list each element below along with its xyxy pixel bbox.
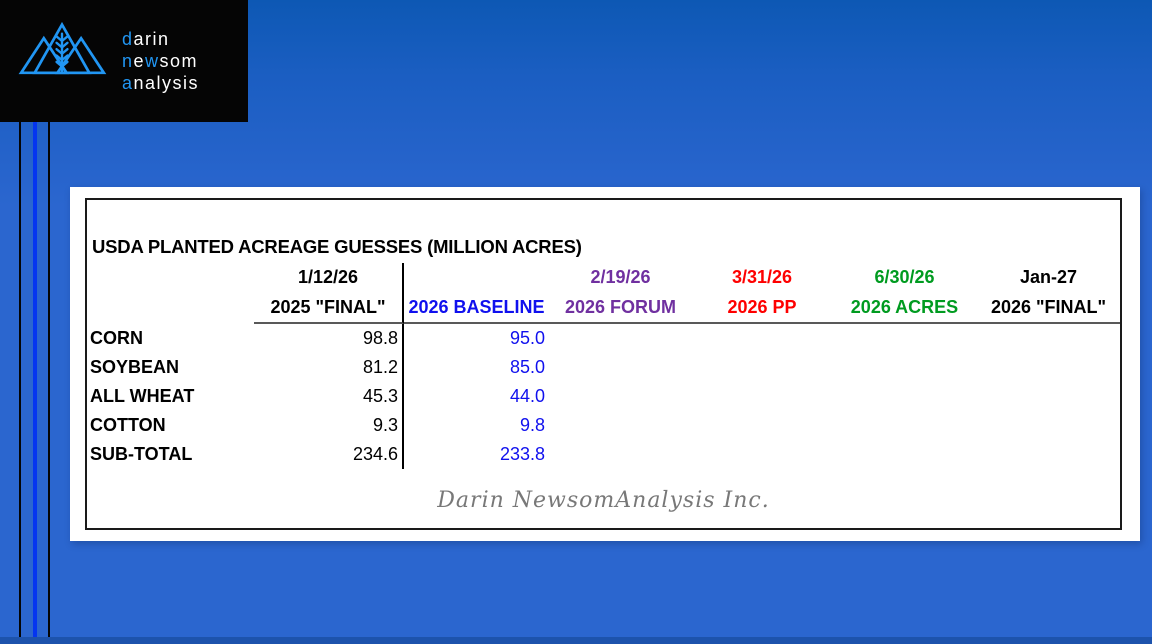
left-stripe-black-2 [48,0,50,644]
value-cell [832,382,977,411]
value-cell: 85.0 [509,357,545,377]
table-row: SOYBEAN 81.2 85.0 [87,353,1120,382]
value-cell: 98.8 [254,324,404,353]
table-panel: USDA PLANTED ACREAGE GUESSES (MILLION AC… [70,187,1140,541]
value-cell [549,382,692,411]
value-cell [549,411,692,440]
value-cell [977,382,1120,411]
left-stripe-bright-blue [33,0,37,644]
date-header: 2/19/26 [590,267,651,287]
value-cell [549,324,692,353]
logo-text-line: newsom [122,51,199,71]
column-header: 2026 ACRES [832,292,977,324]
column-header: 2025 "FINAL" [254,292,404,324]
date-header: Jan-27 [1019,267,1078,287]
column-header-empty [87,292,254,322]
value-cell [977,411,1120,440]
value-cell: 44.0 [509,386,545,406]
value-cell: 9.3 [254,411,404,440]
date-header-empty [87,263,254,292]
left-stripe-black-1 [19,0,21,644]
acreage-table-box: USDA PLANTED ACREAGE GUESSES (MILLION AC… [85,198,1122,530]
company-logo: darin newsom analysis [0,0,248,122]
value-cell [692,411,832,440]
date-header: 3/31/26 [731,267,793,287]
acreage-table: 1/12/26 2/19/26 3/31/26 6/30/26 Jan-27 2025 "… [87,263,1120,469]
column-header: 2026 BASELINE [404,292,549,324]
commodity-label: SOYBEAN [90,357,180,377]
value-cell [832,324,977,353]
logo-text-line: darin [122,29,170,49]
value-cell [692,324,832,353]
table-row: CORN 98.8 95.0 [87,324,1120,353]
value-cell [549,353,692,382]
logo-text-line: analysis [122,73,200,93]
date-header: 1/12/26 [254,263,404,292]
value-cell: 233.8 [499,444,545,464]
value-cell [832,440,977,469]
value-cell [692,353,832,382]
table-row: COTTON 9.3 9.8 [87,411,1120,440]
value-cell [692,440,832,469]
mountains-wheat-icon [18,21,107,75]
commodity-label: ALL WHEAT [90,386,195,406]
value-cell: 9.8 [519,415,545,435]
date-header [404,263,549,292]
commodity-label: SUB-TOTAL [90,444,193,464]
value-cell: 45.3 [254,382,404,411]
value-cell: 234.6 [254,440,404,469]
table-row: ALL WHEAT 45.3 44.0 [87,382,1120,411]
table-row: SUB-TOTAL 234.6 233.8 [87,440,1120,469]
commodity-label: CORN [90,328,143,348]
value-cell: 95.0 [509,328,545,348]
column-header: 2026 FORUM [549,292,692,324]
value-cell: 81.2 [254,353,404,382]
value-cell [977,440,1120,469]
logo-wordmark: darin newsom analysis [122,28,199,94]
table-row: 2025 "FINAL" 2026 BASELINE 2026 FORUM 2026 … [87,292,1120,324]
table-row: 1/12/26 2/19/26 3/31/26 6/30/26 Jan-27 [87,263,1120,292]
table-footer-credit: Darin NewsomAnalysis Inc. [437,487,770,513]
column-header: 2026 PP [692,292,832,324]
value-cell [977,353,1120,382]
value-cell [549,440,692,469]
value-cell [832,411,977,440]
column-header: 2026 "FINAL" [977,292,1120,324]
bottom-band [0,637,1152,644]
commodity-label: COTTON [90,415,166,435]
value-cell [692,382,832,411]
table-title: USDA PLANTED ACREAGE GUESSES (MILLION AC… [92,236,582,257]
date-header: 6/30/26 [874,267,935,287]
value-cell [977,324,1120,353]
value-cell [832,353,977,382]
